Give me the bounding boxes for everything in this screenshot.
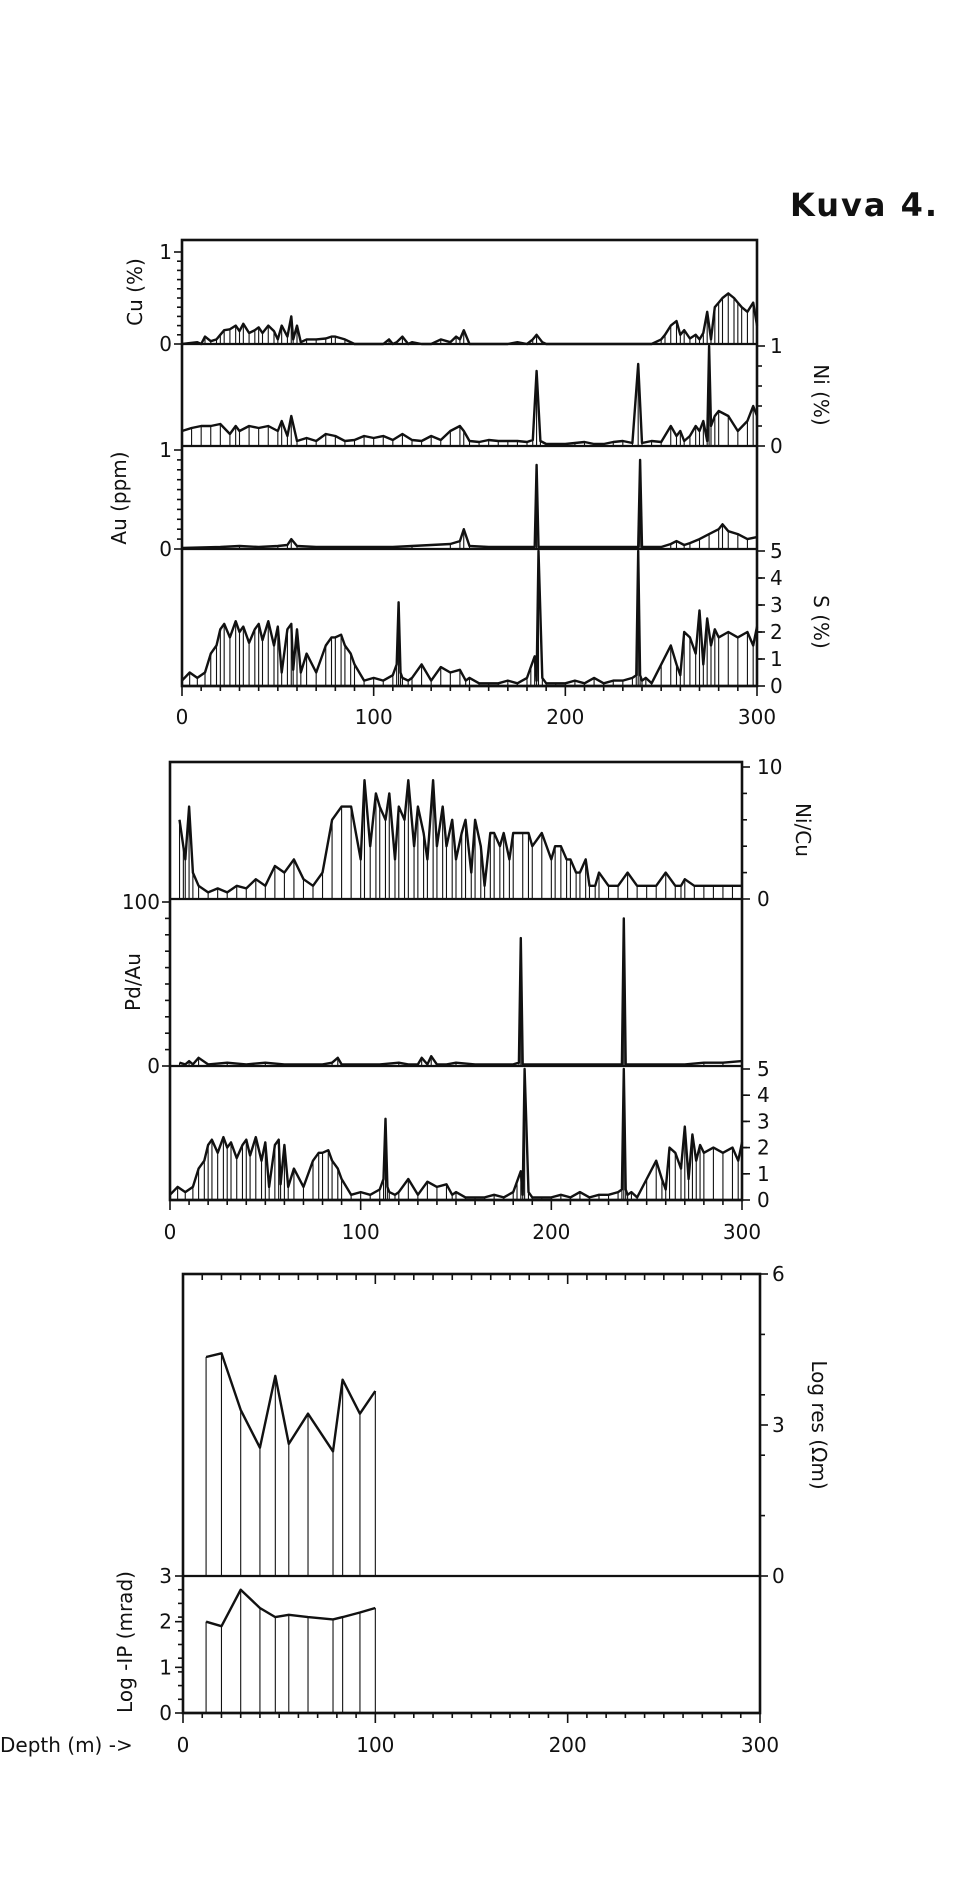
y-tick-label: 4: [757, 1083, 770, 1107]
panel-frame: [168, 760, 744, 1202]
x-tick-label: 100: [342, 1220, 380, 1244]
y-tick-label: 2: [770, 620, 783, 644]
x-tick-label: 200: [532, 1220, 570, 1244]
track-middle-2: 012 345: [169, 1057, 770, 1212]
y-tick-label: 0: [770, 674, 783, 698]
y-tick-label: 1: [159, 438, 172, 462]
profile-fill: [179, 918, 742, 1066]
track-label: Ni (%): [809, 364, 833, 425]
track-middle-0: 0 10 Ni/Cu: [170, 755, 815, 911]
profile-fill: [182, 459, 757, 549]
track-label: Au (ppm): [107, 451, 131, 544]
x-tick-label: 300: [741, 1733, 779, 1757]
y-tick-label: 3: [159, 1564, 172, 1588]
track-label: S (%): [809, 595, 833, 649]
y-tick-label: 0: [147, 1054, 160, 1078]
y-tick-label: 6: [772, 1262, 785, 1286]
x-tick-label: 100: [356, 1733, 394, 1757]
y-tick-label: 1: [770, 647, 783, 671]
profile-line: [181, 344, 759, 446]
x-tick-label: 200: [549, 1733, 587, 1757]
profile-line: [205, 1352, 377, 1453]
profile-line: [181, 458, 758, 550]
track-top-1: 0 1 Ni (%): [181, 334, 833, 458]
panel-frame: [180, 238, 759, 688]
y-tick-label: 100: [122, 890, 160, 914]
track-label: Ni/Cu: [791, 803, 815, 857]
profile-fill: [206, 1353, 376, 1576]
x-tick-label: 300: [723, 1220, 761, 1244]
panel-bottom: 0 3 6 Log res (Ωm) 0 1 2 3 Log -IP (mrad) 0 100 200…: [0, 1262, 831, 1757]
x-tick-label: 0: [177, 1733, 190, 1757]
y-tick-label: 5: [757, 1057, 770, 1081]
y-tick-label: 0: [757, 1188, 770, 1212]
y-tick-label: 5: [770, 539, 783, 563]
track-label: Log -IP (mrad): [113, 1571, 137, 1713]
y-tick-label: 0: [159, 537, 172, 561]
track-top-3: 0 1 2 3 4 5 S (%): [181, 539, 833, 698]
y-tick-label: 1: [159, 240, 172, 264]
y-tick-label: 1: [757, 1162, 770, 1186]
x-tick-label: 200: [546, 705, 584, 729]
y-tick-label: 3: [772, 1413, 785, 1437]
track-label: Log res (Ωm): [807, 1360, 831, 1489]
y-tick-label: 0: [770, 434, 783, 458]
y-tick-label: 2: [757, 1136, 770, 1160]
track-label: Cu (%): [123, 258, 147, 326]
y-tick-label: 0: [159, 332, 172, 356]
y-tick-label: 2: [159, 1610, 172, 1634]
track-bottom-0: 0 3 6 Log res (Ωm): [183, 1262, 831, 1588]
y-tick-label: 0: [772, 1564, 785, 1588]
track-top-0: 0 1 Cu (%): [123, 240, 759, 356]
panel-top: 0 1 Cu (%) 0 1 Ni (%) 0 1 Au (ppm) 0 1 2 3 4 5 S (%) 0 10…: [107, 238, 833, 729]
profile-line: [181, 292, 759, 346]
track-label: Pd/Au: [121, 953, 145, 1011]
x-axis-label: Depth (m) ->: [0, 1733, 133, 1757]
profile-line: [181, 549, 759, 685]
x-tick-label: 0: [164, 1220, 177, 1244]
track-top-2: 0 1 Au (ppm): [107, 438, 758, 561]
y-tick-label: 3: [757, 1109, 770, 1133]
track-middle-1: 0 100 Pd/Au: [121, 890, 743, 1078]
y-tick-label: 1: [159, 1655, 172, 1679]
profile-line: [178, 779, 742, 894]
x-tick-label: 0: [176, 705, 189, 729]
x-tick-label: 300: [738, 705, 776, 729]
y-tick-label: 0: [757, 887, 770, 911]
y-tick-label: 1: [770, 334, 783, 358]
y-tick-label: 4: [770, 566, 783, 590]
figure-title: Kuva 4.: [790, 186, 939, 224]
y-tick-label: 3: [770, 593, 783, 617]
track-bottom-1: 0 1 2 3 Log -IP (mrad): [113, 1564, 760, 1725]
profile-line: [179, 917, 743, 1066]
profile-line: [205, 1588, 376, 1628]
x-tick-label: 100: [355, 705, 393, 729]
profile-line: [169, 1067, 744, 1199]
y-tick-label: 0: [159, 1701, 172, 1725]
y-tick-label: 10: [757, 755, 782, 779]
